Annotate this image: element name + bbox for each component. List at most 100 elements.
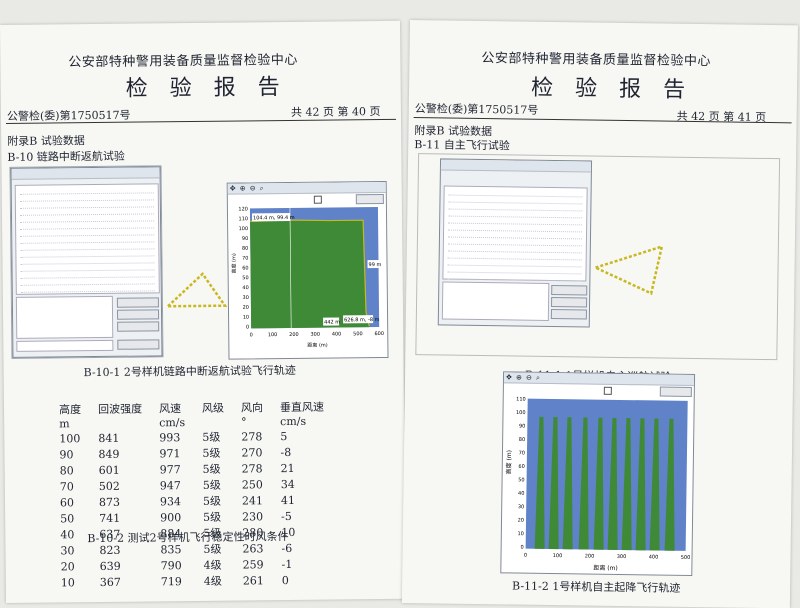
tick-label: 300 (617, 554, 627, 560)
flight-spike (562, 417, 573, 550)
tick-label: 0 (524, 553, 527, 559)
wind-table-cell: 719 (160, 574, 182, 588)
wind-table-cell: 241 (241, 493, 264, 507)
wind-table-cell: 0 (281, 573, 289, 587)
tick-label: 100 (553, 553, 563, 559)
flight-log-list (14, 183, 160, 295)
flight-spike (635, 418, 646, 551)
wind-table-cell: 741 (99, 511, 121, 525)
tick-label: 0 (250, 332, 253, 338)
tick-label: 70 (519, 450, 525, 456)
zoom-out-icon[interactable]: ⊖ (525, 373, 532, 382)
wind-table-cell: 80 (59, 463, 74, 477)
wind-table-cell: 502 (98, 479, 120, 493)
wind-table-cell: 70 (59, 479, 74, 493)
wind-table-cell: 900 (160, 510, 182, 524)
tick-label: 600 (374, 331, 384, 337)
wind-table-cell: 250 (241, 477, 263, 491)
flight-spike (621, 418, 632, 551)
y-axis-label: 高度 (m) (230, 253, 237, 273)
tick-label: 200 (585, 553, 595, 559)
flight-envelope (250, 220, 370, 329)
crosshair-icon[interactable]: ✥ (229, 184, 236, 193)
report-title: 检验报告 (125, 74, 302, 102)
tick-label: 80 (242, 246, 248, 252)
tick-label: 30 (518, 504, 524, 510)
show-checkbox[interactable] (603, 386, 612, 395)
wind-table-header: 风级 (201, 401, 225, 415)
readout-box-4 (323, 317, 340, 326)
trajectory-chart: 104.4 m, 99.4 m 626.8 m, -8 m 99 m 442 m… (230, 206, 384, 349)
tick-label: 60 (518, 464, 524, 470)
flight-log-window (10, 166, 163, 358)
wind-table-cell: 4级 (203, 574, 222, 588)
wind-table-cell: 639 (99, 559, 121, 573)
wind-table-cell: 41 (280, 493, 296, 507)
wind-table-cell: 5级 (202, 430, 221, 444)
wind-table-cell: 5级 (202, 446, 221, 460)
wind-table-cell: 20 (60, 559, 75, 573)
page-info: 共 42 页 第 40 页 (290, 105, 381, 119)
zoom-in-icon[interactable]: ⊕ (239, 184, 246, 193)
tick-label: 20 (243, 305, 249, 311)
panel-button-3[interactable] (117, 321, 160, 332)
tick-label: 110 (238, 216, 248, 222)
wind-table-cell: 100 (59, 431, 81, 445)
x-axis-label: 距离 (m) (593, 564, 618, 572)
window-toolbar (11, 167, 160, 180)
panel-button-2[interactable] (116, 309, 160, 320)
tick-label: 400 (649, 554, 659, 560)
tick-label: 10 (517, 531, 523, 537)
panel-button-1[interactable] (116, 297, 159, 308)
flight-spike (607, 417, 618, 550)
tick-label: 100 (516, 410, 526, 416)
tick-label: 20 (518, 518, 524, 524)
readout-text-4: 442 m (324, 319, 340, 325)
log-row[interactable] (20, 284, 155, 293)
wind-table-cell: 790 (160, 558, 182, 572)
plot-toolbar: ✥ ⊕ ⊖ ⌕ (503, 372, 695, 386)
tick-label: 100 (239, 226, 249, 232)
tick-label: 10 (243, 315, 249, 321)
wind-table-row: 10 367 719 4级 261 0 (58, 571, 340, 590)
tick-label: 40 (518, 491, 524, 497)
report-title: 检验报告 (530, 75, 708, 104)
wind-table-cell: -5 (281, 509, 292, 523)
zoom-in-icon[interactable]: ⊕ (515, 373, 522, 382)
wind-table-cell: 873 (98, 495, 121, 509)
wind-table-cell: 934 (159, 494, 182, 508)
wind-table-cell: 34 (280, 477, 295, 491)
wind-table-cell: -8 (280, 445, 292, 459)
tick-label: 120 (238, 206, 248, 212)
tick-label: 70 (242, 256, 248, 262)
tick-label: 500 (681, 555, 691, 561)
parameter-panel (15, 295, 114, 339)
tick-label: 30 (242, 295, 248, 301)
file-path-field[interactable] (16, 339, 114, 352)
section-title: B-11 自主飞行试验 (414, 138, 510, 153)
takeoff-landing-plot-window: ✥ ⊕ ⊖ ⌕ 110 100 90 80 70 60 50 40 30 20 10 0 0 100 20… (500, 371, 696, 576)
readout-text-2: 626.8 m, -8 m (344, 317, 380, 323)
magnifier-icon[interactable]: ⌕ (535, 373, 540, 382)
x-axis-label: 距离 (m) (307, 342, 327, 349)
appendix-label: 附录B 试验数据 (7, 134, 85, 148)
wind-table-cell: 947 (159, 478, 181, 492)
annotation-triangle (164, 271, 228, 308)
close-button[interactable] (659, 386, 692, 397)
ground-station-screenshot (9, 165, 164, 359)
zoom-out-icon[interactable]: ⊖ (249, 184, 256, 193)
flight-spike (548, 417, 559, 550)
magnifier-icon[interactable]: ⌕ (259, 184, 264, 193)
panel-button-4[interactable] (117, 339, 160, 350)
section-title: B-10 链路中断返航试验 (7, 149, 125, 164)
tick-label: 80 (519, 437, 525, 443)
readout-box-2 (343, 315, 374, 324)
crosshair-icon[interactable]: ✥ (505, 373, 512, 382)
wind-table-cell: 278 (241, 429, 263, 443)
tick-label: 200 (289, 332, 299, 338)
wind-table-cell: 971 (159, 446, 181, 460)
wind-table-cell: 841 (98, 431, 120, 445)
figure-caption-b10-1: B-10-1 2号样机链路中断返航试验飞行轨迹 (83, 363, 296, 380)
wind-table-header: 回波强度 (97, 402, 143, 416)
